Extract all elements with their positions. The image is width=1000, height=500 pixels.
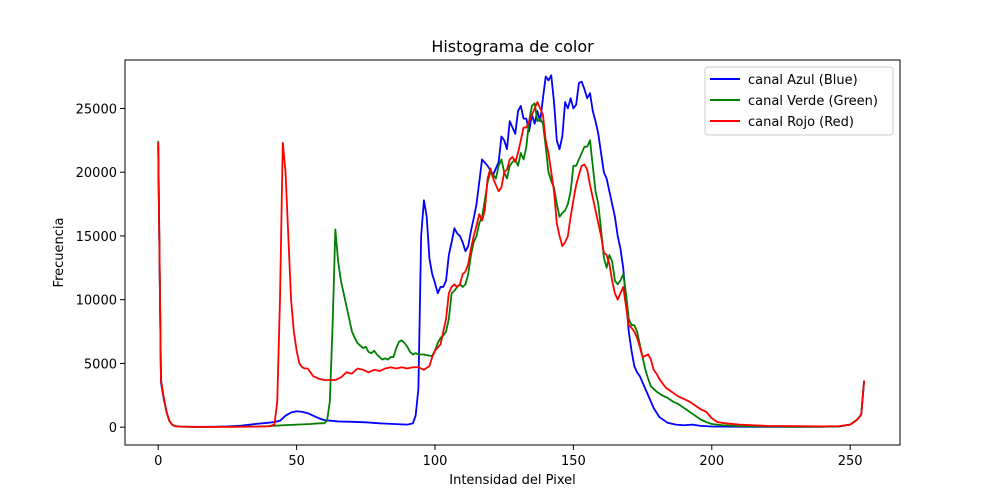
x-tick-label: 0 (154, 454, 162, 469)
y-axis-label: Frecuencia (52, 218, 67, 288)
y-tick-label: 15000 (76, 230, 117, 245)
y-tick-label: 20000 (76, 166, 117, 181)
legend-entry-label: canal Azul (Blue) (748, 73, 858, 88)
legend-entry-label: canal Rojo (Red) (748, 115, 854, 130)
plot-frame (124, 59, 901, 446)
x-tick-label: 100 (423, 454, 448, 469)
chart-title: Histograma de color (431, 37, 594, 56)
legend-entry-label: canal Verde (Green) (748, 94, 878, 109)
legend-box (704, 66, 894, 136)
legend: canal Azul (Blue) canal Verde (Green) cana… (704, 66, 894, 136)
x-tick-label: 150 (561, 454, 586, 469)
plot-area (124, 59, 901, 446)
x-axis: 0 50 100 150 200 250 (154, 445, 863, 469)
y-tick-label: 5000 (84, 357, 117, 372)
series-line-0 (157, 74, 865, 428)
x-tick-label: 200 (699, 454, 724, 469)
x-tick-label: 50 (288, 454, 305, 469)
y-tick-label: 25000 (76, 102, 117, 117)
x-axis-label: Intensidad del Pixel (449, 473, 575, 488)
y-axis: 0 5000 10000 15000 20000 25000 (76, 102, 125, 436)
y-tick-label: 10000 (76, 294, 117, 309)
x-tick-label: 250 (838, 454, 863, 469)
series-line-2 (157, 101, 865, 428)
y-tick-label: 0 (109, 421, 117, 436)
